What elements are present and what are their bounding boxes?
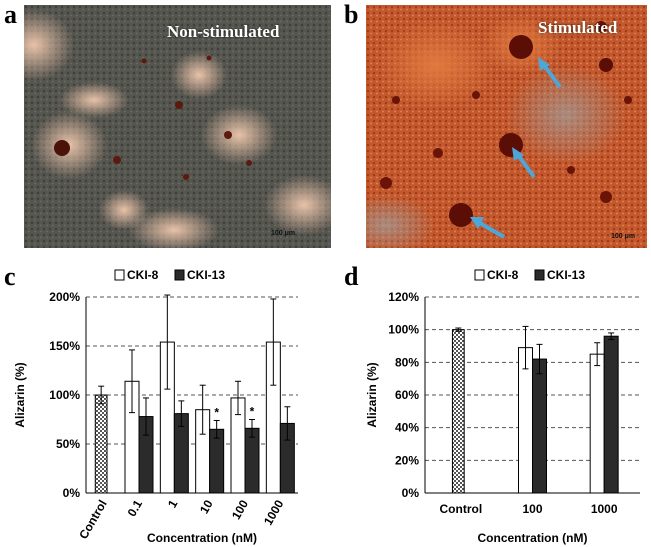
caption-non-stimulated: Non-stimulated <box>167 22 280 41</box>
x-tick-label: Control <box>76 498 109 542</box>
chart-c: 0% 50% 100% 150% 200% CKI-8 CKI-13 Control 0.1 1 1… <box>0 262 340 547</box>
x-tick-label: 1000 <box>261 497 287 527</box>
x-tick-label: 100 <box>229 497 251 522</box>
x-tick-label: 100 <box>522 502 542 516</box>
y-tick-label: 80% <box>395 355 419 369</box>
arrow-1 <box>538 57 562 89</box>
scale-bar-a: 100 μm <box>271 230 296 237</box>
bar-control <box>451 329 465 494</box>
significance-marker: * <box>250 405 255 419</box>
legend-swatch-cki13 <box>174 269 185 281</box>
caption-stimulated: Stimulated <box>538 18 618 37</box>
micrograph-stimulated <box>366 5 647 248</box>
x-tick-label: 10 <box>197 497 216 516</box>
legend-label-cki8: CKI-8 <box>487 268 519 282</box>
panel-letter-c: c <box>4 262 16 291</box>
x-tick-label: 1 <box>165 497 181 510</box>
x-axis-title: Concentration (nM) <box>478 531 588 545</box>
y-tick-label: 200% <box>49 290 80 304</box>
bar-chart-d: 0% 20% 40% 60% 80% 100% 120% CKI-8 CKI-13 Control… <box>365 268 640 545</box>
y-tick-label: 40% <box>395 421 419 435</box>
bar-cki13 <box>532 358 547 494</box>
panel-letter-b: b <box>344 0 359 29</box>
y-tick-label: 150% <box>49 339 80 353</box>
scale-bar-b: 100 μm <box>611 233 636 240</box>
x-tick-label: 0.1 <box>125 497 146 519</box>
y-axis-title: Alizarin (%) <box>365 362 379 427</box>
y-tick-label: 0% <box>402 486 420 500</box>
y-tick-label: 120% <box>388 290 419 304</box>
legend-swatch-cki13 <box>534 269 545 281</box>
bar-cki8 <box>518 347 533 494</box>
y-tick-label: 100% <box>388 323 419 337</box>
x-axis-title: Concentration (nM) <box>147 531 257 545</box>
arrow-2 <box>512 147 536 179</box>
y-tick-label: 20% <box>395 453 419 467</box>
x-tick-label: Control <box>440 502 483 516</box>
legend-label-cki8: CKI-8 <box>127 268 159 282</box>
legend-swatch-cki8 <box>474 269 485 281</box>
y-tick-label: 0% <box>63 486 81 500</box>
legend-swatch-cki8 <box>114 269 125 281</box>
micrograph-a-image <box>24 5 331 248</box>
bar-cki13 <box>603 335 619 494</box>
bar-chart-c: 0% 50% 100% 150% 200% CKI-8 CKI-13 Control 0.1 1 1… <box>13 268 298 545</box>
chart-d: 0% 20% 40% 60% 80% 100% 120% CKI-8 CKI-13 Control… <box>340 262 651 547</box>
significance-marker: * <box>214 405 219 419</box>
y-axis-title: Alizarin (%) <box>13 362 27 427</box>
panel-letter-d: d <box>344 262 359 291</box>
micrograph-b-image <box>366 5 647 248</box>
y-tick-label: 50% <box>56 437 80 451</box>
bar-control <box>94 394 108 494</box>
bar-cki13 <box>209 428 225 494</box>
y-tick-label: 60% <box>395 388 419 402</box>
legend-label-cki13: CKI-13 <box>547 268 585 282</box>
micrograph-non-stimulated <box>24 5 331 248</box>
x-tick-label: 1000 <box>591 502 618 516</box>
panel-letter-a: a <box>4 0 17 29</box>
bar-cki13 <box>244 427 260 494</box>
y-tick-label: 100% <box>49 388 80 402</box>
legend-label-cki13: CKI-13 <box>187 268 225 282</box>
bar-cki8 <box>589 353 605 494</box>
arrow-3 <box>470 217 506 239</box>
